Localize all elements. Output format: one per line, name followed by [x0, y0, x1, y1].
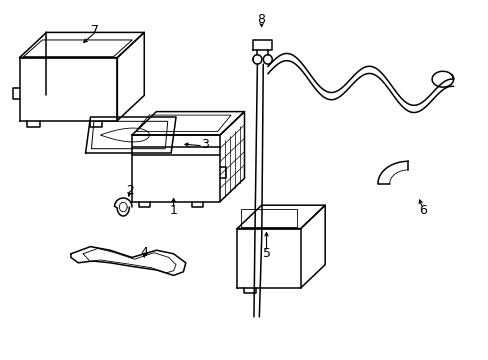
Text: 1: 1 — [169, 204, 177, 217]
Text: 7: 7 — [91, 24, 99, 37]
Text: 4: 4 — [140, 246, 148, 258]
Text: 5: 5 — [262, 247, 270, 260]
Text: 6: 6 — [418, 204, 426, 217]
Text: 8: 8 — [257, 13, 265, 26]
Text: 2: 2 — [125, 184, 133, 197]
Text: 3: 3 — [201, 138, 209, 150]
